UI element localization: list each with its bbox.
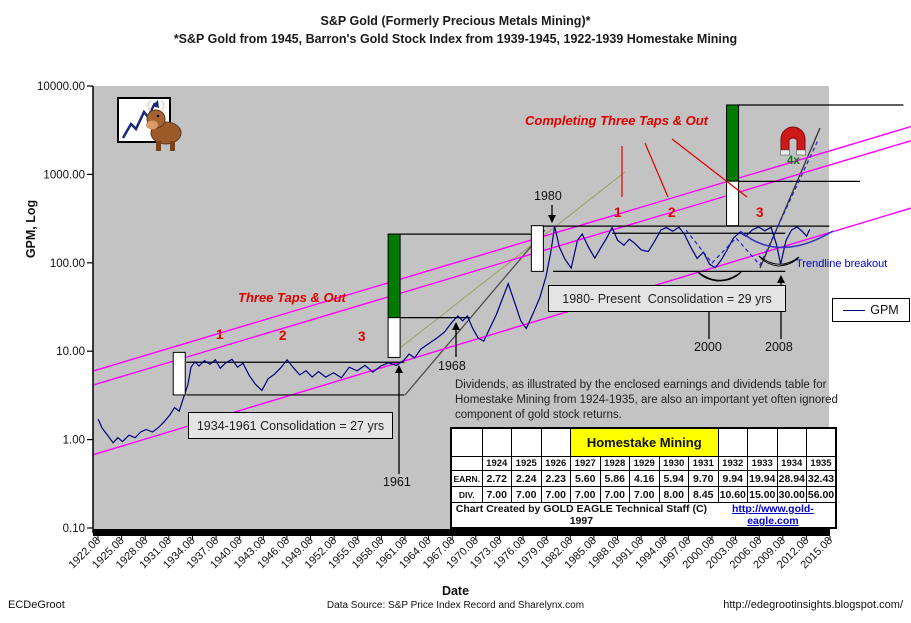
trendline-breakout-label: Trendline breakout — [796, 258, 888, 270]
table-value-cell: 5.60 — [570, 470, 601, 487]
callout-2000: 2000 — [694, 340, 722, 354]
table-band-cell — [511, 427, 542, 457]
legend-series-label: GPM — [870, 303, 899, 317]
table-year-header: 1934 — [776, 456, 807, 471]
table-value-cell: 10.60 — [717, 486, 748, 503]
table-corner-cell — [450, 456, 483, 471]
footer-author: ECDeGroot — [8, 599, 65, 611]
callout-1968: 1968 — [438, 359, 466, 373]
table-value-cell: 2.72 — [481, 470, 512, 487]
table-value-cell: 2.24 — [511, 470, 542, 487]
table-year-header: 1929 — [629, 456, 660, 471]
chart-subtitle: *S&P Gold from 1945, Barron's Gold Stock… — [173, 32, 738, 46]
table-year-header: 1933 — [747, 456, 778, 471]
footer-data-source: Data Source: S&P Price Index Record and … — [326, 600, 585, 611]
svg-text:1.00: 1.00 — [63, 435, 85, 447]
completing-three-taps-label: Completing Three Taps & Out — [525, 113, 708, 128]
table-value-cell: 15.00 — [747, 486, 778, 503]
table-band-cell — [450, 427, 483, 457]
svg-text:10.00: 10.00 — [56, 346, 85, 358]
svg-text:100.00: 100.00 — [50, 258, 85, 270]
table-value-cell: 2.23 — [540, 470, 571, 487]
consolidation-1934-1961-box: 1934-1961 Consolidation = 27 yrs — [188, 412, 393, 439]
table-year-header: 1926 — [540, 456, 571, 471]
table-value-cell: 7.00 — [511, 486, 542, 503]
magnet-multiplier-label: 4x — [787, 155, 800, 167]
table-year-header: 1924 — [481, 456, 512, 471]
table-year-header: 1930 — [658, 456, 689, 471]
table-value-cell: 9.70 — [688, 470, 719, 487]
magnet-icon — [780, 126, 806, 156]
table-band-cell — [747, 427, 778, 457]
table-year-header: 1927 — [570, 456, 601, 471]
homestake-table: Homestake Mining 1924 1925 1926 1927 1928 1929… — [450, 427, 837, 529]
table-year-header: 1935 — [806, 456, 837, 471]
svg-text:1000.00: 1000.00 — [43, 169, 85, 181]
three-taps-label: Three Taps & Out — [238, 290, 346, 305]
table-band-cell — [806, 427, 837, 457]
table-band-cell — [481, 427, 512, 457]
table-row-label: DIV. — [450, 486, 483, 503]
table-band-cell — [540, 427, 571, 457]
table-value-cell: 9.94 — [717, 470, 748, 487]
completing-tap-number-1: 1 — [614, 205, 622, 220]
consolidation-1980-present-box: 1980- Present Consolidation = 29 yrs — [548, 285, 786, 312]
table-value-cell: 32.43 — [806, 470, 837, 487]
table-row-label: EARN. — [450, 470, 483, 487]
table-year-header: 1932 — [717, 456, 748, 471]
completing-tap-number-3: 3 — [756, 205, 764, 220]
table-value-cell: 8.45 — [688, 486, 719, 503]
red-fan-lines — [621, 138, 748, 198]
table-footer: Chart Created by GOLD EAGLE Technical St… — [450, 502, 837, 529]
legend: GPM — [832, 298, 910, 322]
tap-number-3: 3 — [358, 329, 366, 344]
table-value-cell: 28.94 — [776, 470, 807, 487]
svg-text:10000.00: 10000.00 — [37, 81, 85, 93]
tap-number-1: 1 — [216, 327, 224, 342]
table-value-cell: 56.00 — [806, 486, 837, 503]
level-lines — [186, 104, 904, 396]
bull-logo — [117, 97, 182, 151]
measured-move-bars — [172, 104, 740, 396]
table-value-cell: 4.16 — [629, 470, 660, 487]
table-footer-url[interactable]: http://www.gold-eagle.com — [731, 503, 814, 527]
blue-projection — [685, 139, 834, 267]
callout-1961: 1961 — [383, 475, 411, 489]
completing-tap-number-2: 2 — [668, 205, 676, 220]
table-band-cell — [776, 427, 807, 457]
table-year-header: 1925 — [511, 456, 542, 471]
price-line — [97, 226, 811, 444]
legend-line-swatch — [843, 309, 866, 311]
table-year-header: 1931 — [688, 456, 719, 471]
table-year-header: 1928 — [599, 456, 630, 471]
callout-2008: 2008 — [765, 340, 793, 354]
table-value-cell: 19.94 — [747, 470, 778, 487]
homestake-table-title: Homestake Mining — [570, 427, 719, 457]
chart-title: S&P Gold (Formerly Precious Metals Minin… — [320, 14, 591, 28]
table-band-cell — [717, 427, 748, 457]
table-value-cell: 8.00 — [658, 486, 689, 503]
svg-text:0.10: 0.10 — [63, 523, 85, 535]
table-value-cell: 7.00 — [481, 486, 512, 503]
table-value-cell: 30.00 — [776, 486, 807, 503]
table-value-cell: 5.94 — [658, 470, 689, 487]
table-value-cell: 7.00 — [629, 486, 660, 503]
table-value-cell: 7.00 — [570, 486, 601, 503]
dividends-note: Dividends, as illustrated by the enclose… — [455, 379, 838, 421]
callout-1980: 1980 — [534, 189, 562, 203]
table-value-cell: 5.86 — [599, 470, 630, 487]
table-value-cell: 7.00 — [599, 486, 630, 503]
table-footer-credit: Chart Created by GOLD EAGLE Technical St… — [455, 503, 708, 527]
tap-number-2: 2 — [279, 328, 287, 343]
footer-blog-url: http://edegrootinsights.blogspot.com/ — [723, 599, 903, 611]
x-axis-title: Date — [441, 584, 470, 598]
table-value-cell: 7.00 — [540, 486, 571, 503]
cup-marks — [696, 255, 800, 282]
